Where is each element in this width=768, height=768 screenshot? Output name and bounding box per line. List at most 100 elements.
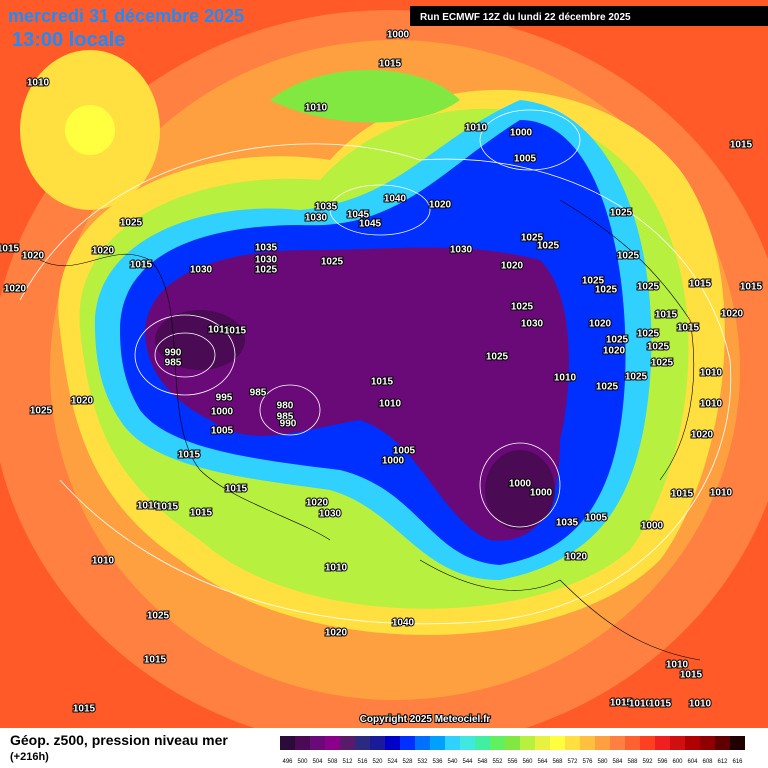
scale-label: 500 xyxy=(297,759,308,765)
isobar-label: 1025 xyxy=(647,342,670,353)
scale-label: 532 xyxy=(417,759,428,765)
isobar-label: 1010 xyxy=(700,399,723,410)
color-swatch xyxy=(295,736,310,750)
isobar-label: 1010 xyxy=(92,556,115,567)
scale-label: 612 xyxy=(717,759,728,765)
color-swatch xyxy=(640,736,655,750)
isobar-label: 1010 xyxy=(629,699,652,710)
legend-subtitle: (+216h) xyxy=(10,751,49,763)
isobars xyxy=(19,109,732,625)
isobar-label: 1030 xyxy=(450,245,473,256)
isobar-label: 1030 xyxy=(521,319,544,330)
isobar-label: 1015 xyxy=(689,279,712,290)
isobar-label: 1035 xyxy=(255,243,278,254)
isobar-label: 1025 xyxy=(651,358,674,369)
isobar-label: 1020 xyxy=(4,284,27,295)
isobar-label: 1040 xyxy=(392,618,415,629)
run-label: Run ECMWF 12Z du lundi 22 décembre 2025 xyxy=(420,12,631,23)
isobar-label: 1025 xyxy=(30,406,53,417)
scale-label: 600 xyxy=(672,759,683,765)
isobar-label: 1010 xyxy=(137,501,160,512)
scale-label: 564 xyxy=(537,759,548,765)
isobar-label: 1000 xyxy=(530,488,553,499)
isobar-label: 1025 xyxy=(147,611,170,622)
isobar-label: 1025 xyxy=(582,276,605,287)
color-swatch xyxy=(595,736,610,750)
isobar-label: 1015 xyxy=(190,508,213,519)
scale-label: 504 xyxy=(312,759,323,765)
isobar-label: 1020 xyxy=(22,251,45,262)
isobar-label: 1025 xyxy=(120,218,143,229)
color-swatch xyxy=(685,736,700,750)
field xyxy=(155,310,245,370)
color-swatch xyxy=(460,736,475,750)
isobar-label: 1010 xyxy=(379,399,402,410)
isobar-label: 1030 xyxy=(255,255,278,266)
copyright: Copyright 2025 Meteociel.fr xyxy=(360,714,491,725)
color-swatch xyxy=(550,736,565,750)
scale-label: 552 xyxy=(492,759,503,765)
title: mercredi 31 décembre 2025 xyxy=(8,6,244,26)
isobar-label: 1010 xyxy=(700,368,723,379)
isobar-label: 1045 xyxy=(347,210,370,221)
isobar-label: 1010 xyxy=(465,123,488,134)
isobar-label: 1020 xyxy=(306,498,329,509)
isobar-label: 1015 xyxy=(371,377,394,388)
isobar-label: 1015 xyxy=(225,484,248,495)
color-swatch xyxy=(670,736,685,750)
isobar-label: 1000 xyxy=(510,128,533,139)
field xyxy=(485,450,555,530)
field xyxy=(270,70,460,123)
scale-label: 556 xyxy=(507,759,518,765)
subtitle: 13:00 locale xyxy=(12,29,125,51)
isobar-label: 985 xyxy=(250,388,267,399)
scale-label: 512 xyxy=(342,759,353,765)
color-swatch xyxy=(505,736,520,750)
isobar-label: 1015 xyxy=(655,310,678,321)
isobar-label: 1020 xyxy=(691,430,714,441)
isobar-label: 1020 xyxy=(429,200,452,211)
color-swatch xyxy=(280,736,295,750)
isobar-label: 1045 xyxy=(359,219,382,230)
isobar-label: 1020 xyxy=(92,246,115,257)
color-swatch xyxy=(400,736,415,750)
field xyxy=(145,247,569,541)
isobar-label: 1015 xyxy=(73,704,96,715)
scale-label: 568 xyxy=(552,759,563,765)
color-swatch xyxy=(625,736,640,750)
isobar-label: 1025 xyxy=(610,208,633,219)
color-swatch xyxy=(370,736,385,750)
isobar-label: 980 xyxy=(277,401,294,412)
isobar-label: 1000 xyxy=(641,521,664,532)
color-scale: 496 500 504 508 512 516 520 524 528 532 536 540 544 5… xyxy=(280,736,745,765)
isobar-label: 1010 xyxy=(305,103,328,114)
color-swatch xyxy=(490,736,505,750)
color-swatch xyxy=(325,736,340,750)
isobar-label: 1010 xyxy=(710,488,733,499)
isobar-label: 1020 xyxy=(721,309,744,320)
isobar-label: 1015 xyxy=(208,325,231,336)
isobar-label: 1035 xyxy=(556,518,579,529)
scale-label: 536 xyxy=(432,759,443,765)
isobar-label: 1020 xyxy=(71,396,94,407)
color-swatch xyxy=(385,736,400,750)
coastlines xyxy=(39,199,701,661)
isobar-label: 1000 xyxy=(211,407,234,418)
scale-label: 560 xyxy=(522,759,533,765)
isobar-label: 1010 xyxy=(325,563,348,574)
scale-label: 604 xyxy=(687,759,698,765)
isobar-label: 1030 xyxy=(319,509,342,520)
color-swatch xyxy=(700,736,715,750)
isobar-label: 1015 xyxy=(649,699,672,710)
isobar-label: 1010 xyxy=(689,699,712,710)
color-swatch xyxy=(355,736,370,750)
isobar-label: 1015 xyxy=(224,326,247,337)
isobar-label: 1030 xyxy=(190,265,213,276)
scale-label: 576 xyxy=(582,759,593,765)
isobar-label: 1020 xyxy=(589,319,612,330)
isobar-label: 1010 xyxy=(554,373,577,384)
isobar-label: 1005 xyxy=(585,513,608,524)
scale-label: 588 xyxy=(627,759,638,765)
